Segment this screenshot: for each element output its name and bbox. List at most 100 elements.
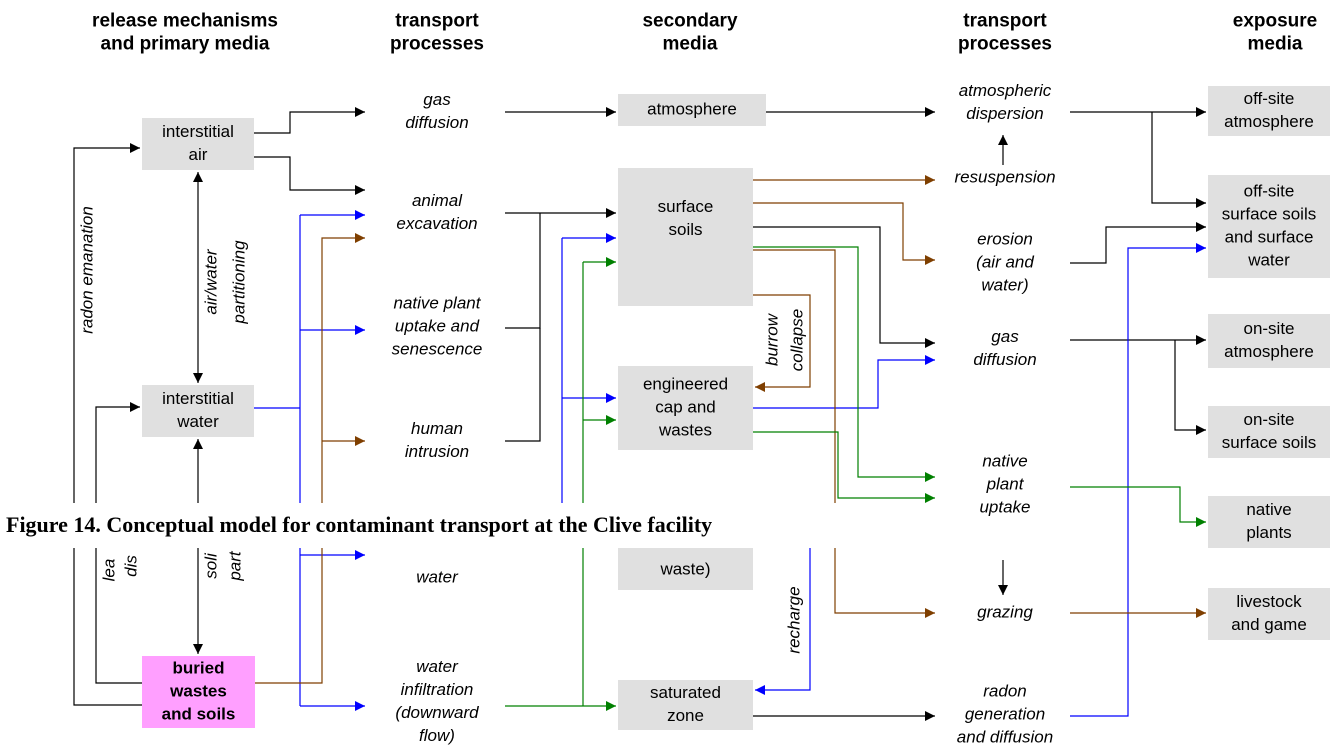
rotated-label: radon emanation [77,206,96,334]
arrow [1174,340,1206,435]
process-label: erosion [977,229,1033,248]
media-box [1208,406,1330,458]
media-label: on-site [1243,319,1294,338]
media-label: soils [668,220,702,239]
media-label: engineered [643,374,728,393]
arrow [753,202,935,265]
media-label: saturated [650,683,721,702]
process-label: diffusion [973,350,1036,369]
arrow [1070,222,1206,264]
arrow [753,294,811,392]
arrow [254,156,365,195]
media-box [1208,175,1330,278]
process-label: water [416,567,459,586]
media-label: surface soils [1222,433,1316,452]
process-label: uptake and [395,316,480,335]
rotated-label: collapse [787,309,806,371]
media-label: water [176,412,219,431]
rotated-label: dis [121,555,140,577]
media-label: native [1246,500,1291,519]
process-label: and diffusion [957,727,1053,746]
media-label: waste) [659,559,710,578]
media-label: livestock [1236,592,1302,611]
arrow [1151,112,1206,208]
caption-band [0,503,845,548]
process-label: generation [965,704,1045,723]
process-label: gas [991,327,1019,346]
rotated-label: part [225,550,244,582]
arrow [753,431,935,503]
arrow [505,213,541,329]
process-label: uptake [979,497,1030,516]
column-header: transport [963,11,1047,32]
media-label: atmosphere [1224,342,1314,361]
column-header: release mechanisms [92,11,278,32]
column-header: media [1248,34,1303,55]
process-label: native [982,451,1027,470]
media-label: interstitial [162,389,234,408]
arrows [73,107,1206,721]
column-header: processes [958,34,1052,55]
process-label: gas [423,90,451,109]
process-label: flow) [419,726,455,745]
rotated-label: air/water [201,248,220,315]
process-label: (downward [395,703,479,722]
media-box [1208,314,1330,368]
rotated-label: recharge [784,586,803,653]
arrow [1070,486,1206,527]
media-label: plants [1246,523,1291,542]
media-box [618,366,753,450]
rotated-label: burrow [762,312,781,366]
media-label: off-site [1244,89,1295,108]
rotated-label: soli [201,552,220,579]
media-label: atmosphere [1224,112,1314,131]
rotated-label: lea [99,559,118,582]
media-label: air [189,145,208,164]
arrow [73,143,142,706]
media-label: wastes [658,420,712,439]
process-label: diffusion [405,113,468,132]
media-label: and surface [1225,227,1314,246]
process-label: water [416,657,459,676]
media-label: surface [658,197,714,216]
boxes [142,86,1330,730]
media-box [618,548,753,590]
media-label: water [1247,250,1290,269]
column-header: and primary media [101,34,270,55]
media-label: cap and [655,397,716,416]
media-box [1208,86,1330,136]
process-label: plant [986,474,1025,493]
process-label: infiltration [401,680,474,699]
arrow [505,328,541,442]
process-label: dispersion [966,104,1044,123]
rotated-label: partitioning [229,240,248,325]
media-label: buried [173,658,225,677]
arrow [255,233,365,684]
column-header: media [663,34,718,55]
process-label: radon [983,681,1026,700]
media-label: off-site [1244,181,1295,200]
column-header: secondary [642,11,737,32]
media-label: interstitial [162,122,234,141]
media-box [1208,496,1330,548]
media-box [1208,588,1330,640]
media-label: wastes [169,681,227,700]
process-label: resuspension [954,167,1055,186]
media-label: and game [1231,615,1307,634]
arrow [755,548,811,695]
arrow [753,355,935,409]
process-label: atmospheric [959,81,1052,100]
arrow [753,226,935,348]
media-box [142,118,254,170]
process-label: grazing [977,602,1033,621]
process-label: senescence [392,339,483,358]
process-label: human [411,419,463,438]
media-label: zone [667,706,704,725]
media-box [142,385,254,437]
column-header: processes [390,34,484,55]
media-label: atmosphere [647,99,737,118]
media-box [618,168,753,306]
process-label: animal [412,191,463,210]
